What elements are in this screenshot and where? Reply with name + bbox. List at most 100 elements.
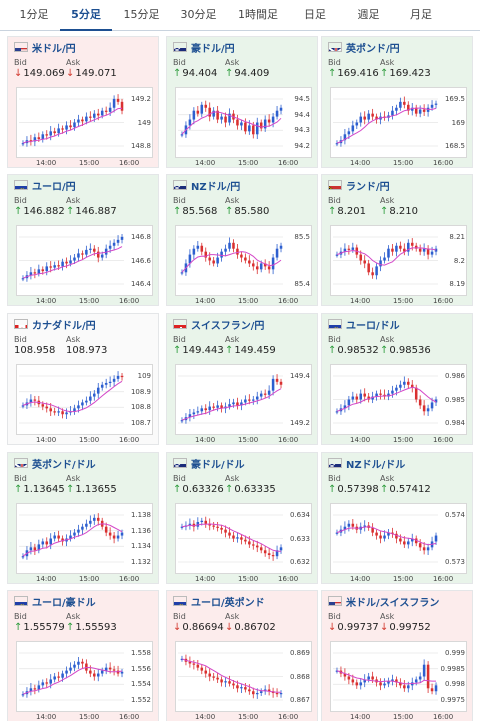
mini-chart[interactable]: 94.5 94.4 94.3 94.2 [175, 87, 312, 158]
bid-value: ↑0.63326 [173, 484, 224, 495]
candle-body [220, 116, 223, 120]
candle-body [41, 682, 45, 686]
pair-name-link[interactable]: 英ポンド/円 [346, 43, 400, 55]
rate-card[interactable]: 英ポンド/円 Bid Ask ↑169.416 ↑169.423 169.5 169 168.… [321, 36, 473, 168]
mini-chart[interactable]: 0.574 0.573 [330, 503, 467, 574]
rate-card[interactable]: スイスフラン/円 Bid Ask ↑149.443 ↑149.459 149.4 149.2… [166, 313, 318, 445]
candle-body [351, 247, 355, 250]
rate-card[interactable]: ユーロ/豪ドル Bid Ask ↑1.55579 ↑1.55593 1.558 1.556 1… [7, 590, 159, 721]
pair-name-link[interactable]: ランド/円 [346, 181, 390, 193]
candle-body [21, 278, 25, 280]
rate-card[interactable]: ユーロ/ドル Bid Ask ↑0.98532 ↑0.98536 0.986 0.985 0.… [321, 313, 473, 445]
mini-chart[interactable]: 0.986 0.985 0.984 [330, 364, 467, 435]
rate-card[interactable]: NZドル/円 Bid Ask ↑85.568 ↑85.580 85.5 85.4 14:00 1… [166, 174, 318, 306]
pair-name-link[interactable]: NZドル/ドル [346, 459, 406, 471]
candle-body [407, 541, 410, 545]
mini-chart[interactable]: 169.5 169 168.5 [330, 87, 467, 158]
rate-card[interactable]: 米ドル/スイスフラン Bid Ask ↓0.99737 ↓0.99752 0.999 0.9… [321, 590, 473, 721]
bid-label: Bid [328, 474, 341, 483]
mini-chart[interactable]: 1.558 1.556 1.554 1.552 [16, 641, 153, 712]
candle-body [355, 396, 359, 400]
candle-body [89, 520, 92, 524]
rate-card[interactable]: NZドル/ドル Bid Ask ↑0.57398 ↑0.57412 0.574 0.573 1… [321, 452, 473, 584]
mini-chart[interactable]: 1.138 1.136 1.134 1.132 [16, 503, 153, 574]
pair-name-link[interactable]: 米ドル/円 [32, 43, 76, 55]
x-tick-label: 15:00 [393, 436, 414, 444]
candle-body [89, 396, 92, 401]
tab-5[interactable]: 日足 [304, 8, 326, 21]
mini-chart[interactable]: 109 108.9 108.8 108.7 [16, 364, 153, 435]
tab-4[interactable]: 1時間足 [238, 8, 278, 21]
mini-chart[interactable]: 8.21 8.2 8.19 [330, 225, 467, 296]
pair-name-link[interactable]: ユーロ/豪ドル [32, 597, 96, 609]
pair-name-link[interactable]: NZドル/円 [191, 181, 241, 193]
rate-card[interactable]: カナダドル/円 Bid Ask 108.958 108.973 109 108.9 108.8… [7, 313, 159, 445]
candle-body [96, 387, 100, 394]
ask-value: ↓149.071 [66, 68, 117, 79]
tab-1[interactable]: 5分足 [60, 0, 112, 31]
tab-7[interactable]: 月足 [410, 8, 432, 21]
rate-card[interactable]: ランド/円 Bid Ask ↑8.201 ↑8.210 8.21 8.2 8.19 14:00 1… [321, 174, 473, 306]
rate-card[interactable]: 米ドル/円 Bid Ask ↓149.069 ↓149.071 149.2 149 148.8… [7, 36, 159, 168]
mini-chart[interactable]: 149.2 149 148.8 [16, 87, 153, 158]
candle-body [45, 266, 49, 272]
candle-body [379, 535, 382, 539]
bid-label: Bid [328, 58, 341, 67]
moving-average-line [336, 247, 437, 266]
tab-0[interactable]: 1分足 [19, 8, 49, 21]
bid-label: Bid [173, 196, 186, 205]
pair-name-link[interactable]: 豪ドル/ドル [191, 459, 245, 471]
candle-body [108, 667, 112, 670]
x-tick-label: 14:00 [195, 575, 216, 583]
candle-body [116, 98, 120, 102]
mini-chart[interactable]: 0.999 0.9985 0.998 0.9975 [330, 641, 467, 712]
pair-name-link[interactable]: スイスフラン/円 [191, 320, 265, 332]
candle-body [267, 390, 271, 395]
candle-body [259, 393, 263, 397]
ask-price: 0.86702 [234, 622, 276, 633]
pair-name-link[interactable]: ユーロ/ドル [346, 320, 400, 332]
rate-card[interactable]: 豪ドル/ドル Bid Ask ↑0.63326 ↑0.63335 0.634 0.633 0.… [166, 452, 318, 584]
rate-card[interactable]: ユーロ/英ポンド Bid Ask ↓0.86694 ↓0.86702 0.869 0.868… [166, 590, 318, 721]
candle-body [414, 107, 418, 114]
mini-chart[interactable]: 149.4 149.2 [175, 364, 312, 435]
rate-card[interactable]: 豪ドル/円 Bid Ask ↑94.404 ↑94.409 94.5 94.4 94.3 94.… [166, 36, 318, 168]
pair-name-link[interactable]: 英ポンド/ドル [32, 459, 96, 471]
bid-label: Bid [173, 58, 186, 67]
x-tick-label: 15:00 [393, 575, 414, 583]
mini-chart[interactable]: 146.8 146.6 146.4 [16, 225, 153, 296]
ask-label: Ask [225, 196, 240, 205]
tab-3[interactable]: 30分足 [180, 8, 217, 21]
pair-name-link[interactable]: カナダドル/円 [32, 320, 96, 332]
mini-chart[interactable]: 85.5 85.4 [175, 225, 312, 296]
arrow-down-icon: ↓ [225, 622, 234, 633]
rate-card[interactable]: 英ポンド/ドル Bid Ask ↑1.13645 ↑1.13655 1.138 1.136 1… [7, 452, 159, 584]
pair-name-link[interactable]: ユーロ/円 [32, 181, 76, 193]
candle-body [418, 248, 422, 252]
flag-icon [14, 42, 28, 52]
moving-average-line [336, 670, 437, 685]
candle-body [236, 537, 239, 539]
bid-label: Bid [173, 474, 186, 483]
candle-body [351, 523, 355, 527]
candle-body [387, 248, 390, 258]
candle-body [244, 539, 247, 542]
tab-2[interactable]: 15分足 [123, 8, 160, 21]
arrow-up-icon: ↑ [225, 484, 234, 495]
card-header: 豪ドル/円 [173, 40, 235, 55]
pair-name-link[interactable]: 豪ドル/円 [191, 43, 235, 55]
mini-chart[interactable]: 0.634 0.633 0.632 [175, 503, 312, 574]
ask-price: 0.63335 [234, 484, 276, 495]
arrow-down-icon: ↓ [380, 622, 389, 633]
pair-name-link[interactable]: 米ドル/スイスフラン [346, 597, 440, 609]
candle-body [57, 535, 60, 539]
candle-body [399, 101, 402, 108]
candle-body [407, 381, 410, 385]
candle-body [379, 260, 382, 267]
tab-6[interactable]: 週足 [357, 8, 380, 21]
moving-average-line [22, 667, 123, 695]
candle-body [212, 406, 215, 408]
mini-chart[interactable]: 0.869 0.868 0.867 [175, 641, 312, 712]
rate-card[interactable]: ユーロ/円 Bid Ask ↑146.882 ↑146.887 146.8 146.6 146… [7, 174, 159, 306]
pair-name-link[interactable]: ユーロ/英ポンド [191, 597, 265, 609]
